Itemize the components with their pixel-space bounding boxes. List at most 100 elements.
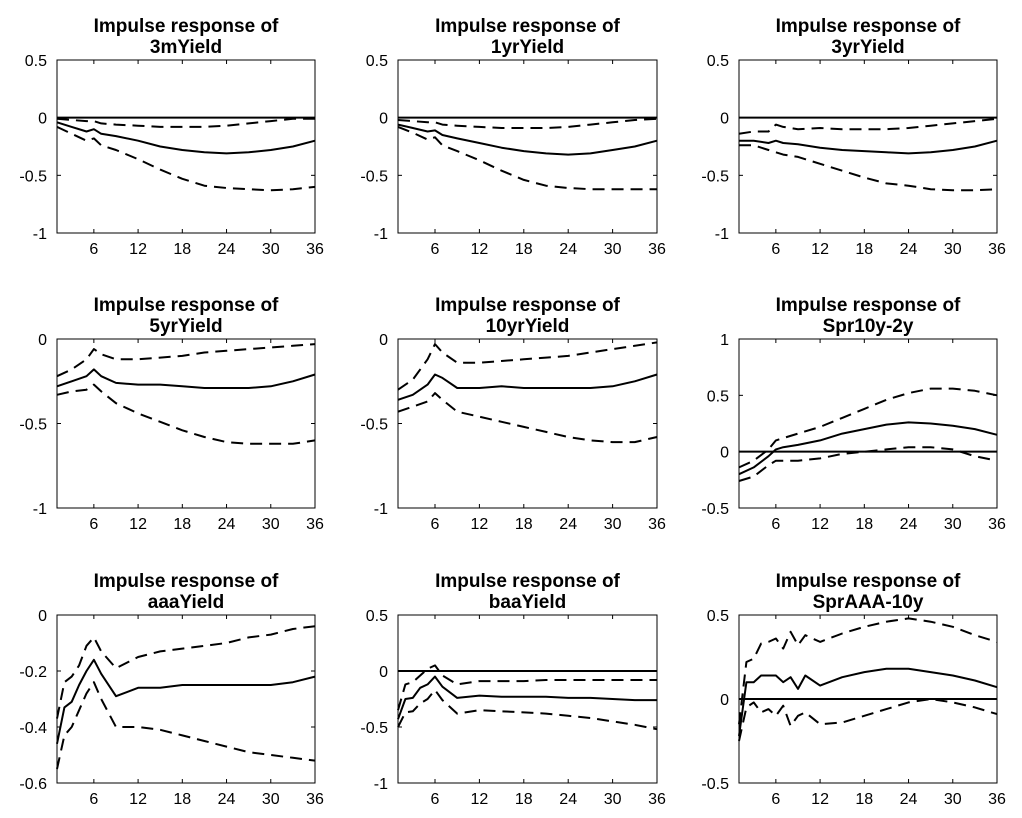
response-line — [56, 121, 316, 155]
x-tick-label: 6 — [431, 241, 440, 258]
x-tick-label: 6 — [771, 241, 780, 258]
plot-frame — [397, 614, 658, 784]
lower-band-line — [56, 383, 316, 445]
y-tick-label: 0 — [379, 664, 388, 681]
x-tick-label: 18 — [173, 241, 191, 258]
x-tick-label: 6 — [89, 516, 98, 533]
x-tick-label: 18 — [515, 516, 533, 533]
x-tick-label: 36 — [648, 791, 666, 808]
plot-frame — [738, 59, 998, 234]
response-line — [56, 368, 316, 389]
subplot-title-variable: SprAAA-10y — [813, 592, 924, 613]
y-tick-label: -0.6 — [19, 776, 47, 793]
x-tick-label: 6 — [431, 516, 440, 533]
y-tick-label: 0 — [379, 111, 388, 128]
y-tick-label: 1 — [720, 332, 729, 349]
x-tick-label: 12 — [811, 516, 829, 533]
y-tick-label: -0.5 — [701, 501, 729, 518]
x-tick-label: 24 — [218, 516, 236, 533]
subplot-title: Impulse response of — [776, 295, 961, 316]
x-tick-label: 30 — [604, 516, 622, 533]
subplot-title: Impulse response of — [776, 16, 961, 37]
x-tick-label: 18 — [515, 241, 533, 258]
x-tick-label: 24 — [900, 791, 918, 808]
subplot-title-variable: baaYield — [489, 592, 566, 613]
x-tick-label: 30 — [944, 241, 962, 258]
subplot-title: Impulse response of — [435, 295, 620, 316]
x-tick-label: 6 — [771, 516, 780, 533]
y-tick-label: -1 — [374, 776, 388, 793]
y-tick-label: -1 — [715, 226, 729, 243]
x-tick-label: 24 — [900, 241, 918, 258]
x-tick-label: 18 — [173, 791, 191, 808]
upper-band-line — [738, 617, 998, 725]
subplot-title-variable: aaaYield — [148, 592, 224, 613]
upper-band-line — [56, 117, 315, 128]
subplot-title-variable: 3yrYield — [831, 37, 904, 58]
x-tick-label: 12 — [471, 516, 489, 533]
y-tick-label: 0 — [720, 111, 729, 128]
x-tick-label: 36 — [306, 791, 324, 808]
subplot-title: Impulse response of — [94, 571, 279, 592]
x-tick-label: 30 — [604, 241, 622, 258]
x-tick-label: 6 — [89, 241, 98, 258]
plot-frame — [56, 338, 316, 509]
x-tick-label: 24 — [559, 516, 577, 533]
y-tick-label: -0.5 — [19, 168, 47, 185]
upper-band-line — [738, 117, 998, 135]
y-tick-label: -0.5 — [360, 168, 388, 185]
subplot-title: Impulse response of — [435, 16, 620, 37]
x-tick-label: 24 — [218, 241, 236, 258]
y-tick-label: -0.5 — [360, 417, 388, 434]
response-line — [397, 123, 658, 156]
x-tick-label: 30 — [944, 516, 962, 533]
y-tick-label: -1 — [374, 226, 388, 243]
y-tick-label: -0.5 — [19, 417, 47, 434]
y-tick-label: 0.5 — [707, 608, 729, 625]
response-line — [739, 139, 998, 155]
x-tick-label: 6 — [431, 791, 440, 808]
x-tick-label: 18 — [855, 791, 873, 808]
x-tick-label: 12 — [129, 791, 147, 808]
plot-frame — [397, 338, 658, 509]
y-tick-label: 0 — [38, 332, 47, 349]
lower-band-line — [738, 446, 998, 482]
response-line — [397, 675, 657, 720]
plot-frame — [397, 59, 658, 234]
y-tick-label: -1 — [374, 501, 388, 518]
x-tick-label: 12 — [129, 516, 147, 533]
response-line — [397, 373, 658, 401]
y-tick-label: 0 — [720, 445, 729, 462]
x-tick-label: 36 — [988, 791, 1006, 808]
response-line — [738, 421, 998, 476]
x-tick-label: 36 — [306, 516, 324, 533]
subplot-title-variable: 5yrYield — [149, 316, 222, 337]
y-tick-label: -0.5 — [701, 776, 729, 793]
y-tick-label: 0 — [38, 111, 47, 128]
subplot-title-variable: 1yrYield — [491, 37, 564, 58]
subplot-title: Impulse response of — [94, 16, 279, 37]
x-tick-label: 30 — [262, 241, 280, 258]
lower-band-line — [397, 125, 657, 191]
y-tick-label: -0.2 — [19, 664, 47, 681]
x-tick-label: 30 — [604, 791, 622, 808]
y-tick-label: -1 — [33, 226, 47, 243]
subplot-title: Impulse response of — [435, 571, 620, 592]
subplot-title: Impulse response of — [776, 571, 961, 592]
x-tick-label: 18 — [855, 516, 873, 533]
y-tick-label: 0.5 — [25, 53, 47, 70]
x-tick-label: 24 — [559, 791, 577, 808]
subplot-title-variable: 10yrYield — [486, 316, 570, 337]
plot-frame — [56, 614, 316, 784]
lower-band-line — [397, 392, 658, 444]
x-tick-label: 12 — [811, 791, 829, 808]
x-tick-label: 24 — [900, 516, 918, 533]
x-tick-label: 36 — [648, 516, 666, 533]
response-line — [56, 658, 316, 744]
